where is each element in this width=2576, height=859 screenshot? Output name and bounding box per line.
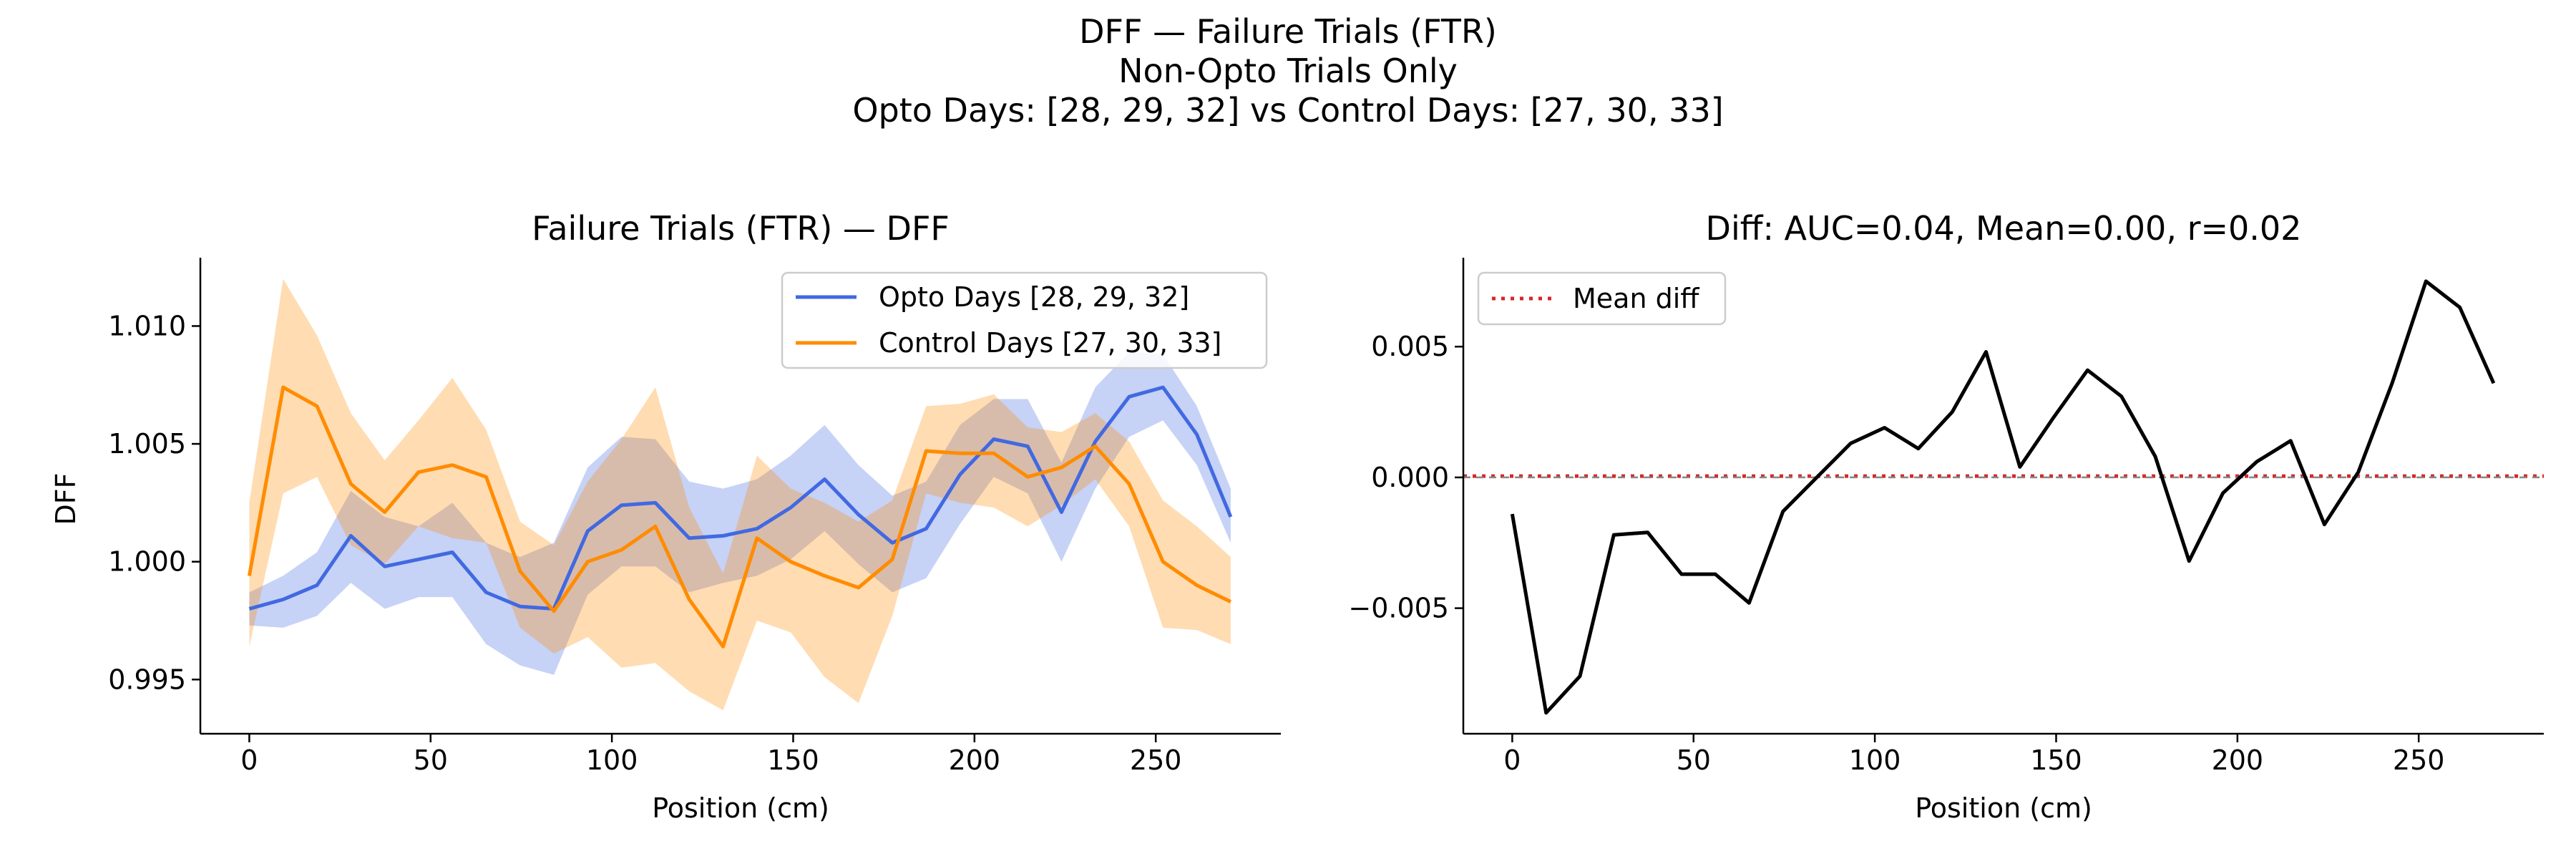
- suptitle-line-1: DFF — Failure Trials (FTR): [1079, 12, 1497, 51]
- panel-right-title: Diff: AUC=0.04, Mean=0.00, r=0.02: [1706, 209, 2302, 248]
- left-x-tick-label: 250: [1130, 744, 1182, 776]
- suptitle-line-3: Opto Days: [28, 29, 32] vs Control Days:…: [852, 91, 1723, 130]
- left-y-tick-label: 1.005: [108, 428, 186, 460]
- axes-left: 0 50 100 150 200 250 0.995 1.000 1.005 1.010: [108, 258, 1281, 776]
- legend-label: Opto Days [28, 29, 32]: [879, 281, 1189, 313]
- right-x-tick-label: 50: [1677, 744, 1711, 776]
- right-x-tick-label: 250: [2393, 744, 2445, 776]
- panel-left-title: Failure Trials (FTR) — DFF: [532, 209, 950, 248]
- left-x-tick-label: 50: [414, 744, 448, 776]
- control-series-line: [247, 385, 1231, 649]
- right-y-tick-label: 0.005: [1371, 331, 1449, 362]
- right-y-tick-label: −0.005: [1348, 593, 1449, 624]
- suptitle-line-2: Non-Opto Trials Only: [1118, 52, 1458, 90]
- axes-right: 0 50 100 150 200 250 −0.005 0.000 0.005: [1348, 258, 2544, 776]
- legend-label: Mean diff: [1573, 283, 1699, 314]
- series-lines: [1463, 279, 2544, 715]
- panel-left-xlabel: Position (cm): [652, 792, 829, 824]
- series-lines: [247, 385, 1233, 649]
- legend-left: Opto Days [28, 29, 32] Control Days [27, …: [781, 271, 1268, 369]
- left-y-tick-label: 1.010: [108, 310, 186, 341]
- legend-frame: [781, 271, 1268, 369]
- panel-left-ylabel: DFF: [50, 473, 82, 525]
- opto-series-line: [248, 385, 1233, 611]
- panel-dff-comparison: Failure Trials (FTR) — DFF 0 50 100 150 200 2…: [50, 209, 1281, 824]
- left-x-tick-label: 200: [949, 744, 1001, 776]
- right-x-tick-label: 100: [1849, 744, 1901, 776]
- right-x-tick-label: 200: [2212, 744, 2264, 776]
- difference-series-line: [1510, 279, 2496, 715]
- left-x-tick-label: 150: [767, 744, 819, 776]
- panel-right-xlabel: Position (cm): [1915, 792, 2092, 824]
- right-x-tick-label: 0: [1503, 744, 1521, 776]
- left-x-tick-label: 100: [586, 744, 638, 776]
- right-x-tick-label: 150: [2030, 744, 2082, 776]
- panel-difference: Diff: AUC=0.04, Mean=0.00, r=0.02 0 50 100…: [1348, 209, 2544, 824]
- left-x-tick-label: 0: [240, 744, 258, 776]
- legend-right: Mean diff: [1477, 271, 1727, 326]
- legend-label: Control Days [27, 30, 33]: [879, 327, 1221, 359]
- left-y-tick-label: 0.995: [108, 664, 186, 695]
- legend-frame: [1477, 271, 1727, 326]
- right-y-tick-label: 0.000: [1371, 462, 1449, 493]
- left-y-tick-label: 1.000: [108, 546, 186, 578]
- control-sem-band: [249, 278, 1231, 711]
